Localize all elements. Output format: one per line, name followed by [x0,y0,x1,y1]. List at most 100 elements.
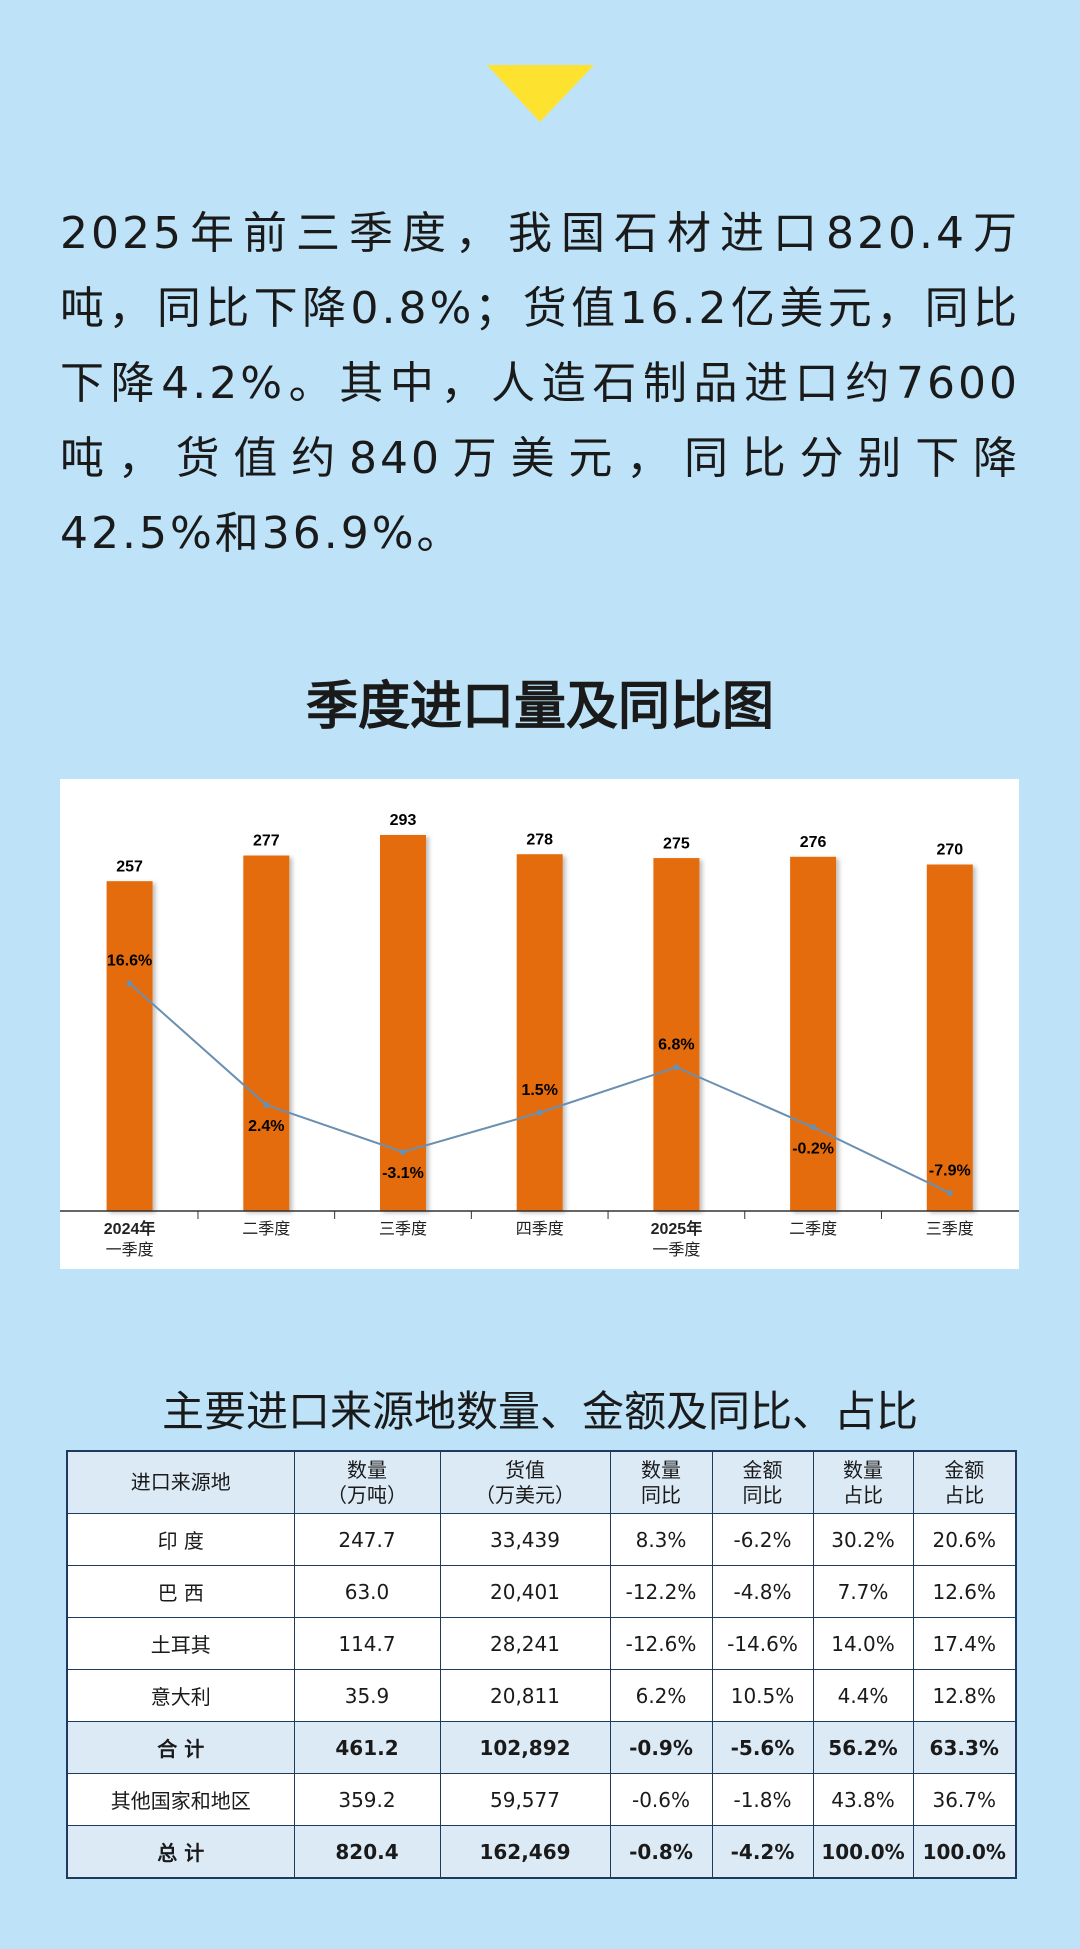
line-value-label: -7.9% [929,1162,971,1179]
bar [106,881,153,1211]
table-cell: -12.6% [609,1617,713,1670]
triangle-icon [487,65,594,122]
table-cell: 20,811 [439,1669,611,1722]
line-point [536,1109,543,1116]
line-point [946,1190,953,1197]
header-text: 同比 [742,1482,783,1507]
line-point [400,1148,406,1155]
bar-value-label: 276 [800,834,827,851]
table-cell: 意大利 [66,1669,295,1722]
table-row: 土耳其 114.7 28,241 -12.6% -14.6% 14.0% 17.4% [66,1617,1017,1670]
table-cell: 12.6% [912,1565,1017,1618]
table-cell: 114.7 [293,1617,441,1670]
paragraph-line: 吨，同比下降0.8%；货值16.2亿美元，同比 [60,283,1020,334]
table-cell: -1.8% [711,1773,814,1826]
line-point [810,1124,817,1131]
header-text: 同比 [641,1482,681,1507]
table-cell: 总 计 [66,1825,295,1879]
line-value-label: 16.6% [107,953,152,970]
x-tick-label: 二季度 [789,1220,837,1238]
bar-value-label: 278 [526,831,553,848]
table-cell: 土耳其 [66,1617,295,1670]
header-text: 金额 [742,1457,783,1482]
table-cell: 30.2% [812,1513,914,1566]
line-value-label: 2.4% [248,1118,284,1135]
table-cell: 合 计 [66,1721,295,1774]
table-row: 总 计 820.4 162,469 -0.8% -4.2% 100.0% 100.0% [66,1825,1017,1879]
header-text: 占比 [944,1482,985,1507]
table-cell: 14.0% [812,1617,914,1670]
bar-value-label: 275 [663,835,690,852]
table-cell: 100.0% [912,1825,1017,1879]
table-cell: 4.4% [812,1669,914,1722]
chart: 257 277 293 278 275 276 270 16.6% 2.4% -3.1% 1.5% 6… [60,779,1019,1269]
table-cell: -12.2% [609,1565,713,1618]
table-cell: 其他国家和地区 [66,1773,295,1826]
table-cell: 820.4 [293,1825,441,1879]
table-cell: 100.0% [812,1825,914,1879]
table-row: 其他国家和地区 359.2 59,577 -0.6% -1.8% 43.8% 36.7% [66,1773,1017,1826]
header-text: （万吨） [327,1482,407,1507]
table-cell: 247.7 [293,1513,441,1566]
line-value-label: -3.1% [382,1165,424,1182]
header-cell: 数量 同比 [609,1450,713,1514]
header-cell: 数量 （万吨） [293,1450,441,1514]
table-cell: 20,401 [439,1565,611,1618]
table-cell: 102,892 [439,1721,611,1774]
table-cell: -4.8% [711,1565,814,1618]
header-cell: 金额 同比 [711,1450,814,1514]
header-cell: 数量 占比 [812,1450,914,1514]
bar [653,858,700,1211]
header-text: 占比 [843,1482,883,1507]
header-text: （万美元） [475,1482,575,1507]
header-text: 货值 [505,1457,545,1482]
paragraph: 2025年前三季度，我国石材进口820.4万 吨，同比下降0.8%；货值16.2亿… [60,196,1020,571]
table-cell: 8.3% [609,1513,713,1566]
header-text: 数量 [843,1457,883,1482]
line-value-label: -0.2% [792,1140,834,1157]
x-tick-label: 一季度 [106,1241,154,1259]
table-cell: 17.4% [912,1617,1017,1670]
bar-value-label: 293 [390,812,417,829]
x-tick-label: 四季度 [516,1220,564,1238]
x-tick-label: 二季度 [242,1220,290,1238]
paragraph-line: 2025年前三季度，我国石材进口820.4万 [60,208,1020,259]
line-point [126,980,133,987]
bar [790,856,837,1211]
table-cell: 12.8% [912,1669,1017,1722]
x-tick-label: 一季度 [652,1241,700,1259]
table-cell: 10.5% [711,1669,814,1722]
line-value-label: 1.5% [521,1082,557,1099]
table-cell: 56.2% [812,1721,914,1774]
table-row: 合 计 461.2 102,892 -0.9% -5.6% 56.2% 63.3% [66,1721,1017,1774]
line-point [673,1064,680,1071]
table-row: 意大利 35.9 20,811 6.2% 10.5% 4.4% 12.8% [66,1669,1017,1722]
table-cell: -5.6% [711,1721,814,1774]
table-cell: 巴 西 [66,1565,295,1618]
table-cell: 359.2 [293,1773,441,1826]
x-tick-label: 三季度 [926,1220,974,1238]
bar [243,855,290,1211]
line-point [263,1101,270,1108]
bar-value-label: 257 [116,858,143,875]
table-cell: 36.7% [912,1773,1017,1826]
table-cell: 印 度 [66,1513,295,1566]
table-cell: -14.6% [711,1617,814,1670]
table-cell: -6.2% [711,1513,814,1566]
table-title: 主要进口来源地数量、金额及同比、占比 [161,1387,918,1436]
table-cell: 59,577 [439,1773,611,1826]
line-value-label: 6.8% [658,1036,694,1053]
table-cell: 63.3% [912,1721,1017,1774]
table-cell: -0.8% [609,1825,713,1879]
paragraph-line: 吨，货值约840万美元，同比分别下降 [60,433,1020,484]
x-tick-label: 2025年 [651,1219,703,1238]
bar-value-label: 277 [253,833,280,850]
table-cell: 6.2% [609,1669,713,1722]
x-tick-label: 2024年 [104,1219,156,1238]
table-cell: 63.0 [293,1565,441,1618]
data-table: 进口来源地 数量 （万吨） 货值 （万美元） 数量 同比 金额 同比 数量 占比 金额 占比 印 度 24… [66,1450,1017,1879]
table-cell: 162,469 [439,1825,611,1879]
table-cell: 43.8% [812,1773,914,1826]
x-tick-label: 三季度 [379,1220,427,1238]
header-text: 进口来源地 [130,1470,231,1494]
